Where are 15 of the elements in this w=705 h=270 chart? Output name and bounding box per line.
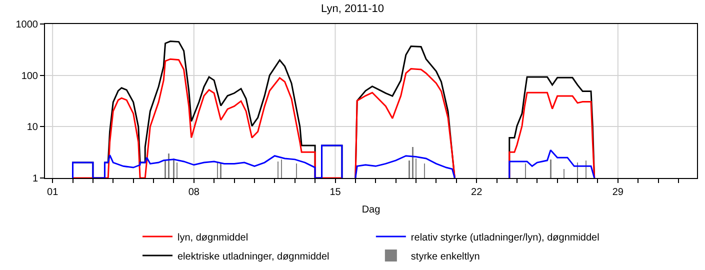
x-tick-label: 22 — [471, 187, 483, 198]
chart-title: Lyn, 2011-10 — [321, 2, 384, 15]
legend-label: lyn, døgnmiddel — [178, 232, 248, 244]
legend-label: styrke enkeltlyn — [410, 251, 480, 262]
x-tick-label: 01 — [47, 187, 59, 198]
y-tick-label: 1000 — [16, 20, 38, 30]
x-tick-label: 29 — [612, 187, 624, 198]
legend-label: elektriske utladninger, døgnmiddel — [178, 251, 330, 262]
x-tick-label: 15 — [330, 187, 342, 198]
y-tick-label: 1 — [32, 174, 38, 184]
y-tick-label: 10 — [26, 122, 38, 134]
legend-label: relativ styrke (utladninger/lyn), døgnmiddel — [410, 232, 600, 244]
x-tick-label: 08 — [188, 187, 200, 198]
y-tick-label: 100 — [21, 70, 38, 82]
x-axis-title: Dag — [362, 204, 380, 216]
